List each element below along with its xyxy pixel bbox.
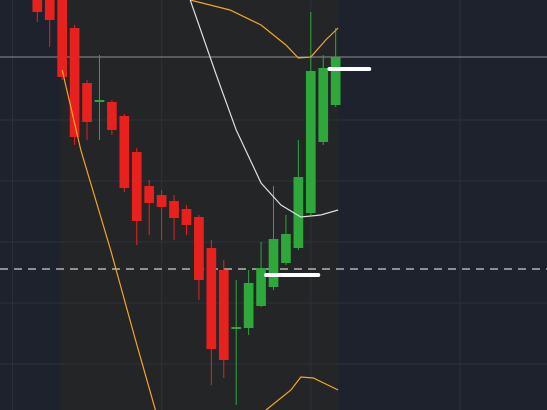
candle-body xyxy=(82,83,92,122)
candle-body xyxy=(119,116,130,188)
candle-body xyxy=(318,68,329,142)
candle-body xyxy=(243,283,254,328)
candle-body xyxy=(330,57,341,105)
candle-body xyxy=(268,239,279,287)
candle-body xyxy=(69,28,80,137)
candle-body xyxy=(131,152,142,221)
candle-body xyxy=(281,234,291,263)
indicator-line xyxy=(190,0,339,59)
candle-body xyxy=(305,71,316,213)
candle-body xyxy=(181,209,192,225)
indicator-line xyxy=(61,69,339,410)
candle-body xyxy=(231,327,242,329)
candle-body xyxy=(194,217,204,280)
candle-body xyxy=(32,0,43,12)
indicator-line xyxy=(189,0,339,218)
candle-body xyxy=(94,100,105,102)
candle-body xyxy=(293,177,304,248)
candle-body xyxy=(169,201,179,218)
candle-body xyxy=(156,195,167,207)
candle-body xyxy=(57,0,68,77)
candle-body xyxy=(218,270,229,360)
candle-body xyxy=(44,0,55,20)
candle-body xyxy=(256,268,266,306)
candle-body xyxy=(107,102,117,130)
highlight-region xyxy=(60,0,339,410)
candle-body xyxy=(144,186,155,203)
candle-body xyxy=(206,248,217,349)
